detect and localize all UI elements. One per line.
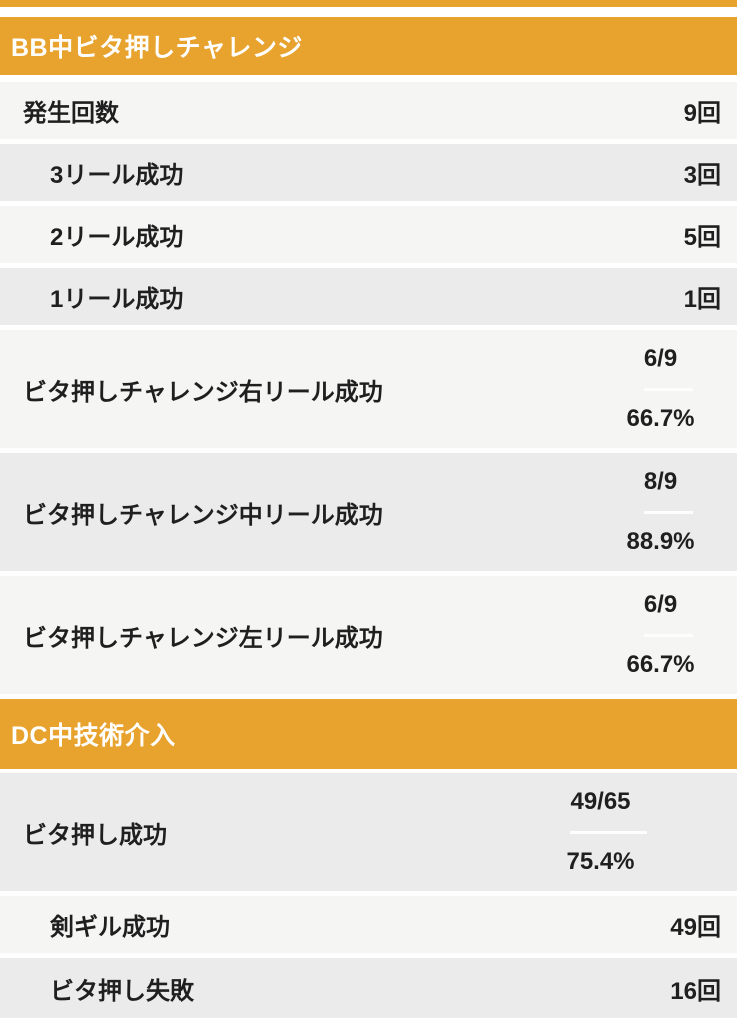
table-row: 剣ギル成功 49回 — [0, 896, 737, 953]
row-label: ビタ押しチャレンジ左リール成功 — [23, 624, 383, 652]
row-label: 3リール成功 — [50, 162, 184, 189]
table-row: ビタ押しチャレンジ左リール成功 6/9 66.7% — [0, 576, 737, 694]
row-label: ビタ押し成功 — [23, 821, 167, 849]
row-fraction-value: 6/9 66.7% — [600, 330, 737, 448]
row-label: 1リール成功 — [50, 286, 184, 313]
row-value: 3回 — [683, 162, 721, 189]
row-value: 49回 — [670, 914, 721, 941]
row-label: ビタ押しチャレンジ右リール成功 — [23, 378, 383, 406]
table-row: 3リール成功 3回 — [0, 144, 737, 201]
row-label: 2リール成功 — [50, 224, 184, 251]
row-value: 16回 — [670, 977, 721, 1005]
row-value: 5回 — [683, 224, 721, 251]
fraction-numerator: 6/9 — [643, 331, 694, 391]
row-value: 9回 — [683, 100, 721, 127]
fraction-percentage: 66.7% — [626, 405, 695, 432]
row-value: 1回 — [683, 286, 721, 313]
section-header: DC中技術介入 — [0, 699, 737, 769]
row-label: ビタ押しチャレンジ中リール成功 — [23, 501, 383, 529]
table-row: ビタ押し失敗 16回 — [0, 958, 737, 1018]
table-row: 発生回数 9回 — [0, 82, 737, 139]
table-row: ビタ押しチャレンジ右リール成功 6/9 66.7% — [0, 330, 737, 448]
table-row: 1リール成功 1回 — [0, 268, 737, 325]
section-dc-technical: DC中技術介入 ビタ押し成功 49/65 75.4% 剣ギル成功 49回 ビタ押… — [0, 699, 737, 1018]
fraction-numerator: 49/65 — [570, 774, 647, 834]
row-label: 剣ギル成功 — [50, 914, 170, 941]
fraction-percentage: 88.9% — [626, 528, 695, 555]
table-row: 2リール成功 5回 — [0, 206, 737, 263]
fraction-percentage: 75.4% — [566, 848, 635, 875]
section-header: BB中ビタ押しチャレンジ — [0, 17, 737, 75]
section-bb-bita-challenge: BB中ビタ押しチャレンジ 発生回数 9回 3リール成功 3回 2リール成功 5回… — [0, 17, 737, 694]
table-row: ビタ押し成功 49/65 75.4% — [0, 773, 737, 891]
row-fraction-value: 8/9 88.9% — [600, 453, 737, 571]
row-fraction-value: 49/65 75.4% — [480, 773, 737, 891]
row-label: ビタ押し失敗 — [50, 977, 194, 1005]
table-row: ビタ押しチャレンジ中リール成功 8/9 88.9% — [0, 453, 737, 571]
row-label: 発生回数 — [23, 100, 119, 127]
fraction-numerator: 8/9 — [643, 454, 694, 514]
row-fraction-value: 6/9 66.7% — [600, 576, 737, 694]
fraction-percentage: 66.7% — [626, 651, 695, 678]
top-accent-bar — [0, 0, 737, 7]
fraction-numerator: 6/9 — [643, 577, 694, 637]
